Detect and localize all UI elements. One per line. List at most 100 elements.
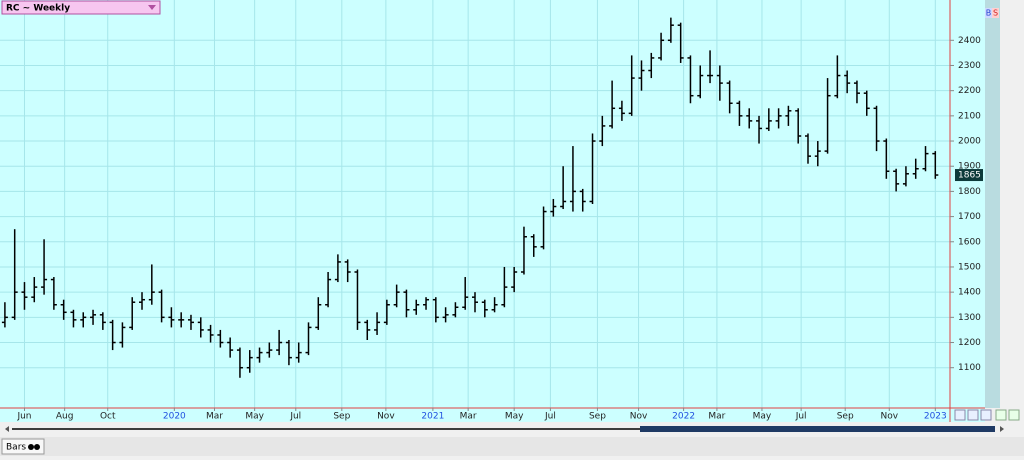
x-tick-label: Jul [289,412,301,422]
tab-icon [34,444,40,450]
ohlc-bar [354,269,361,330]
ohlc-bar [863,90,870,116]
ohlc-bar [266,342,273,358]
ohlc-bar [432,297,439,323]
x-tick-label: 2021 [421,412,444,422]
y-tick-label: 1300 [958,313,981,323]
ohlc-bar [31,277,38,303]
x-tick-label: Nov [880,412,898,422]
ohlc-bar [540,206,547,250]
ohlc-bar [795,108,802,144]
ohlc-bar [168,307,175,328]
y-tick-label: 1100 [958,363,981,373]
ohlc-bar [579,188,586,212]
ohlc-bar [462,277,469,310]
x-tick-label: May [505,412,524,422]
symbol-title: RC ~ Weekly [6,4,70,14]
tool-icon[interactable] [967,409,979,421]
ohlc-bar [295,342,302,363]
b-button[interactable] [985,8,992,18]
tool-icon[interactable] [980,409,992,421]
ohlc-bar [50,277,57,310]
tool-icon[interactable] [1008,409,1020,421]
ohlc-bar [364,319,371,340]
x-tick-label: Sep [333,412,350,422]
ohlc-bar [844,70,851,94]
ohlc-bar [609,80,616,129]
ohlc-bar [824,78,831,154]
y-tick-label: 1600 [958,237,981,247]
x-tick-label: May [245,412,264,422]
tool-icon[interactable] [995,409,1007,421]
ohlc-bar [648,52,655,79]
ohlc-bar [41,239,48,295]
symbol-selector[interactable] [1,0,161,15]
ohlc-bar [804,133,811,164]
y-tick-label: 1200 [958,338,981,348]
y-tick-label: 1500 [958,262,981,272]
ohlc-bar [148,264,155,305]
side-strip [985,0,1000,408]
y-tick-label: 2300 [958,61,981,71]
y-tick-label: 1700 [958,212,981,222]
b-label: B [986,9,992,18]
ohlc-bar [697,65,704,99]
ohlc-bar [756,115,763,144]
ohlc-bar [129,297,136,330]
y-tick-label: 2000 [958,137,981,147]
x-tick-label: Jul [544,412,556,422]
ohlc-bar [550,198,557,217]
ohlc-bar [344,259,351,283]
tool-icon[interactable] [954,409,966,421]
ohlc-bar [452,302,459,318]
ohlc-bar [618,100,625,121]
ohlc-bar [520,226,527,275]
x-tick-label: Mar [460,412,477,422]
x-tick-label: Mar [206,412,223,422]
ohlc-bar [873,105,880,152]
ohlc-bar [139,292,146,310]
bars-tab[interactable] [1,438,45,455]
x-tick-label: Jul [795,412,807,422]
ohlc-bar [109,319,116,351]
ohlc-bar [315,297,322,330]
x-tick-label: Mar [708,412,725,422]
x-tick-label: 2022 [672,412,695,422]
ohlc-bar [560,166,567,210]
x-tick-label: Sep [837,412,854,422]
x-tick-label: Nov [630,412,648,422]
ohlc-bar [393,284,400,308]
ohlc-bar [677,22,684,63]
scroll-right[interactable] [1000,426,1004,432]
scroll-thumb[interactable] [640,426,995,432]
ohlc-bar [628,55,635,116]
ohlc-bar [256,347,263,363]
x-axis-bg [0,408,985,422]
ohlc-bar [658,32,665,61]
ohlc-bar [187,314,194,330]
ohlc-bar [325,272,332,308]
x-tick-label: 2023 [924,412,947,422]
ohlc-bar [599,115,606,147]
ohlc-bar [11,229,18,320]
ohlc-bar [912,158,919,179]
ohlc-bar [472,292,478,313]
s-button[interactable] [992,8,999,18]
ohlc-bar [746,108,753,129]
y-tick-label: 1900 [958,162,981,172]
ohlc-bar [383,299,390,325]
ohlc-bar [197,317,204,338]
scroll-left[interactable] [5,426,9,432]
ohlc-bar [511,266,518,293]
ohlc-bar [530,234,537,257]
ohlc-bar [217,329,224,348]
y-tick-label: 2200 [958,86,981,96]
ohlc-bar [119,322,126,348]
ohlc-bar [707,50,714,84]
ohlc-bar [902,166,909,187]
toolbar-icons [954,409,1020,421]
ohlc-bar [932,151,939,179]
ohlc-bar [736,100,743,126]
ohlc-bar [442,307,449,323]
y-tick-label: 1400 [958,288,981,298]
